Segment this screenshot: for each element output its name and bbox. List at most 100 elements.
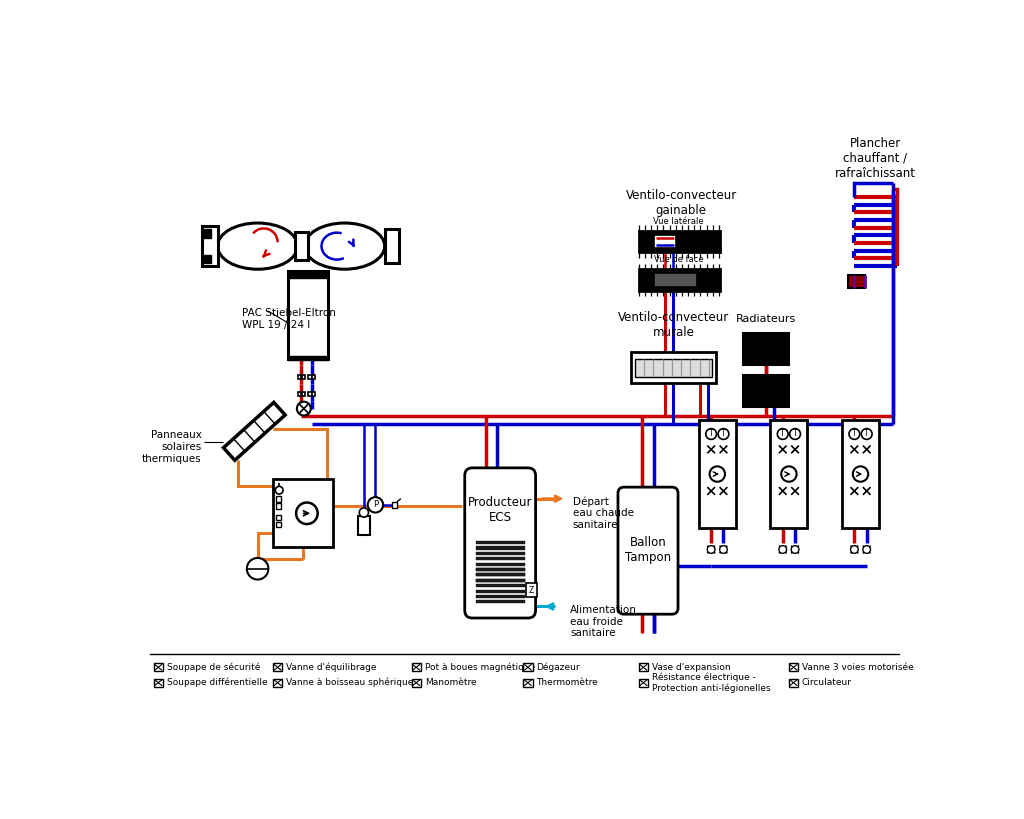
- Ellipse shape: [304, 223, 385, 269]
- Text: Ballon
Tampon: Ballon Tampon: [625, 536, 671, 564]
- Bar: [301, 375, 304, 378]
- Text: T: T: [793, 429, 798, 438]
- Bar: [412, 679, 421, 686]
- Text: Ventilo-convecteur
murale: Ventilo-convecteur murale: [617, 310, 729, 338]
- Bar: [154, 663, 163, 671]
- Bar: [385, 229, 398, 263]
- Circle shape: [718, 428, 729, 439]
- Bar: [631, 352, 716, 383]
- Bar: [523, 679, 532, 686]
- Bar: [202, 226, 217, 266]
- Bar: [635, 359, 712, 377]
- Bar: [312, 375, 315, 378]
- Bar: [842, 420, 879, 528]
- Text: T: T: [780, 429, 785, 438]
- Circle shape: [853, 466, 868, 482]
- Bar: [475, 541, 525, 544]
- Bar: [475, 573, 525, 577]
- Text: Z: Z: [529, 586, 535, 595]
- Bar: [273, 679, 283, 686]
- Circle shape: [781, 466, 797, 482]
- Bar: [312, 391, 315, 396]
- Bar: [475, 573, 525, 577]
- Text: Vanne 3 voies motorisée: Vanne 3 voies motorisée: [802, 663, 913, 672]
- FancyBboxPatch shape: [465, 468, 536, 618]
- Text: Vase d'expansion: Vase d'expansion: [652, 663, 730, 672]
- Text: Résistance électrique -
Protection anti-légionelles: Résistance électrique - Protection anti-…: [652, 672, 770, 693]
- Text: Circulateur: Circulateur: [802, 678, 852, 687]
- Circle shape: [710, 466, 725, 482]
- Bar: [276, 496, 281, 502]
- Bar: [475, 579, 525, 581]
- Text: Producteur
ECS: Producteur ECS: [468, 496, 532, 524]
- Bar: [204, 255, 211, 263]
- Bar: [475, 590, 525, 593]
- Circle shape: [247, 558, 268, 580]
- Text: Départ
eau chaude
sanitaire: Départ eau chaude sanitaire: [572, 496, 634, 530]
- Bar: [276, 504, 281, 509]
- Text: Plancher
chauffant /
rafraîchissant: Plancher chauffant / rafraîchissant: [835, 137, 915, 180]
- Circle shape: [368, 497, 383, 513]
- Circle shape: [779, 545, 786, 554]
- Bar: [392, 502, 397, 508]
- Text: PAC Stiebel-Eltron
WPL 19 / 24 I: PAC Stiebel-Eltron WPL 19 / 24 I: [243, 309, 336, 330]
- Bar: [698, 420, 736, 528]
- Bar: [654, 273, 696, 287]
- Bar: [475, 563, 525, 566]
- Bar: [412, 663, 421, 671]
- Bar: [357, 517, 370, 535]
- Bar: [742, 375, 788, 407]
- Bar: [223, 402, 285, 460]
- Bar: [742, 333, 788, 365]
- Bar: [848, 275, 865, 287]
- Bar: [298, 391, 301, 396]
- Bar: [308, 391, 311, 396]
- Text: Vue de face: Vue de face: [654, 256, 703, 265]
- FancyBboxPatch shape: [617, 487, 678, 614]
- Bar: [788, 663, 798, 671]
- Text: Soupape de sécurité: Soupape de sécurité: [167, 663, 260, 672]
- Text: Panneaux
solaires
thermiques: Panneaux solaires thermiques: [141, 431, 202, 464]
- Bar: [475, 579, 525, 581]
- Bar: [154, 679, 163, 686]
- Bar: [308, 375, 311, 378]
- Bar: [639, 269, 720, 291]
- Circle shape: [297, 401, 310, 415]
- Bar: [475, 552, 525, 555]
- Circle shape: [790, 428, 801, 439]
- Text: Soupape différentielle: Soupape différentielle: [167, 678, 267, 687]
- Bar: [475, 557, 525, 560]
- Text: Manomètre: Manomètre: [425, 678, 476, 687]
- Bar: [289, 356, 329, 360]
- Bar: [295, 233, 307, 260]
- Bar: [770, 420, 807, 528]
- Bar: [289, 271, 329, 278]
- Text: Radiateurs: Radiateurs: [735, 314, 796, 324]
- Bar: [475, 568, 525, 571]
- Text: Vanne à boisseau sphérique: Vanne à boisseau sphérique: [286, 678, 414, 687]
- Bar: [475, 584, 525, 587]
- Circle shape: [296, 503, 317, 524]
- Bar: [475, 595, 525, 598]
- Text: Vue latérale: Vue latérale: [653, 217, 705, 226]
- Bar: [475, 546, 525, 550]
- Text: Vanne d'équilibrage: Vanne d'équilibrage: [286, 663, 377, 672]
- Bar: [273, 479, 333, 547]
- Text: T: T: [852, 429, 857, 438]
- Bar: [475, 600, 525, 604]
- Circle shape: [275, 486, 283, 494]
- Circle shape: [706, 428, 717, 439]
- Bar: [639, 679, 648, 686]
- Bar: [289, 271, 329, 360]
- Text: P: P: [373, 500, 378, 509]
- Bar: [654, 234, 676, 248]
- Bar: [276, 522, 281, 527]
- Bar: [475, 568, 525, 571]
- Text: T: T: [709, 429, 714, 438]
- Bar: [276, 515, 281, 520]
- Bar: [273, 663, 283, 671]
- Text: Thermomètre: Thermomètre: [537, 678, 598, 687]
- Circle shape: [851, 545, 858, 554]
- Circle shape: [849, 428, 860, 439]
- Bar: [204, 229, 211, 238]
